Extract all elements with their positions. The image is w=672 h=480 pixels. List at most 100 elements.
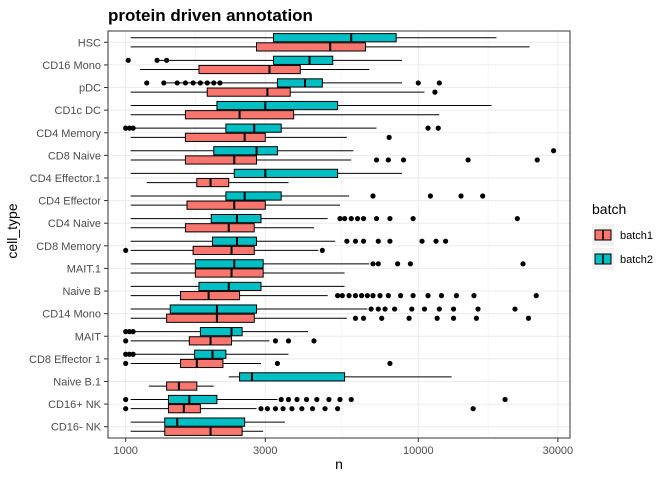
box-body [216,100,339,111]
chart-title: protein driven annotation [108,6,313,25]
box-batch2-hsc [130,33,497,43]
outlier-point [309,406,316,412]
box-batch1-mait [123,336,317,346]
box-body [169,304,258,314]
outlier-point [425,293,431,299]
outlier-point [125,57,131,63]
outlier-point [427,193,433,199]
outlier-point [410,215,416,222]
box-body [225,191,282,201]
x-tick-label: 3000 [253,445,277,457]
box-body [184,132,266,142]
outlier-point [348,396,354,403]
outlier-point [335,406,341,412]
box-body [233,168,339,178]
box-batch1-cd4-naive [130,223,314,233]
outlier-point [370,193,376,199]
outlier-point [407,261,414,267]
outlier-point [385,293,391,299]
outlier-point [387,215,393,222]
outlier-point [280,406,286,412]
outlier-point [410,293,416,299]
outlier-point [458,193,464,199]
y-tick-label: CD8 Naive [48,150,101,162]
box-body [184,155,258,165]
outlier-point [285,338,292,344]
outlier-point [387,360,393,367]
outlier-point [289,406,295,412]
box-batch1-cd4-effector-1 [146,177,289,188]
outlier-point [415,80,421,86]
outlier-point [450,315,457,321]
y-tick-label: CD8 Effector 1 [29,354,101,366]
outlier-point [294,396,300,403]
outlier-point [375,261,381,267]
box-batch2-cd4-effector-1 [130,168,403,178]
box-batch2-cd4-naive [130,213,520,224]
legend-label: batch1 [620,230,653,242]
box-batch2-naive-b-1 [228,372,452,382]
y-tick-label: CD16 Mono [42,60,101,72]
outlier-point [314,396,320,403]
box-batch1-cd4-memory [130,132,392,142]
y-tick-label: Naive B [62,286,101,298]
box-body [194,259,264,269]
outlier-point [360,215,367,222]
outlier-point [438,293,445,299]
outlier-point [473,315,480,321]
box-batch2-mait-1 [130,259,526,269]
outlier-point [533,293,539,299]
outlier-point [354,215,361,222]
box-batch2-cd8-memory [130,236,449,246]
outlier-point [409,306,415,312]
x-axis: 1000 3000 10000 30000 [113,438,573,457]
outlier-point [123,360,129,367]
y-tick-label: CD14 Mono [42,309,101,321]
box-body [196,177,230,188]
outlier-point [204,80,210,86]
outlier-point [400,157,407,163]
outlier-point [370,261,376,267]
outlier-point [278,396,284,403]
y-tick-label: HSC [78,37,101,49]
outlier-point [211,80,217,86]
box-batch2-cd14-mono [130,304,518,314]
box-body [239,372,346,382]
outlier-point [123,338,129,344]
outlier-point [368,306,374,312]
box-body [167,394,218,405]
box-body [272,33,397,43]
outlier-point [264,406,270,412]
outlier-point [272,338,279,344]
box-body [192,245,255,256]
y-axis-title: cell_type [4,203,20,258]
outlier-point [373,215,380,222]
outlier-point [386,134,392,140]
box-batch2-cd8-naive [130,146,557,156]
outlier-point [126,125,133,131]
outlier-point [434,315,440,321]
outlier-point [326,396,332,403]
outlier-point [406,315,412,321]
outlier-point [370,293,376,299]
y-axis: HSC CD16 Mono pDC CD1c DC CD4 Memory CD8 Naiv… [29,37,108,434]
outlier-point [550,148,557,154]
box-body [164,426,243,436]
outlier-point [154,57,160,63]
outlier-point [272,406,279,412]
outlier-point [299,406,305,412]
box-batch2-pdc [144,78,442,88]
box-batch2-cd16-nk [130,417,285,427]
y-tick-label: CD16+ NK [48,399,102,411]
outlier-point [164,57,170,63]
box-body [180,358,224,369]
outlier-point [382,306,388,312]
box-batch2-cd8-effector-1 [123,349,289,359]
outlier-point [379,315,385,321]
y-tick-label: CD4 Effector.1 [30,173,101,185]
box-batch1-cd4-effector [130,200,340,210]
outlier-point [436,306,442,312]
outlier-point [421,306,428,312]
outlier-point [395,261,401,267]
